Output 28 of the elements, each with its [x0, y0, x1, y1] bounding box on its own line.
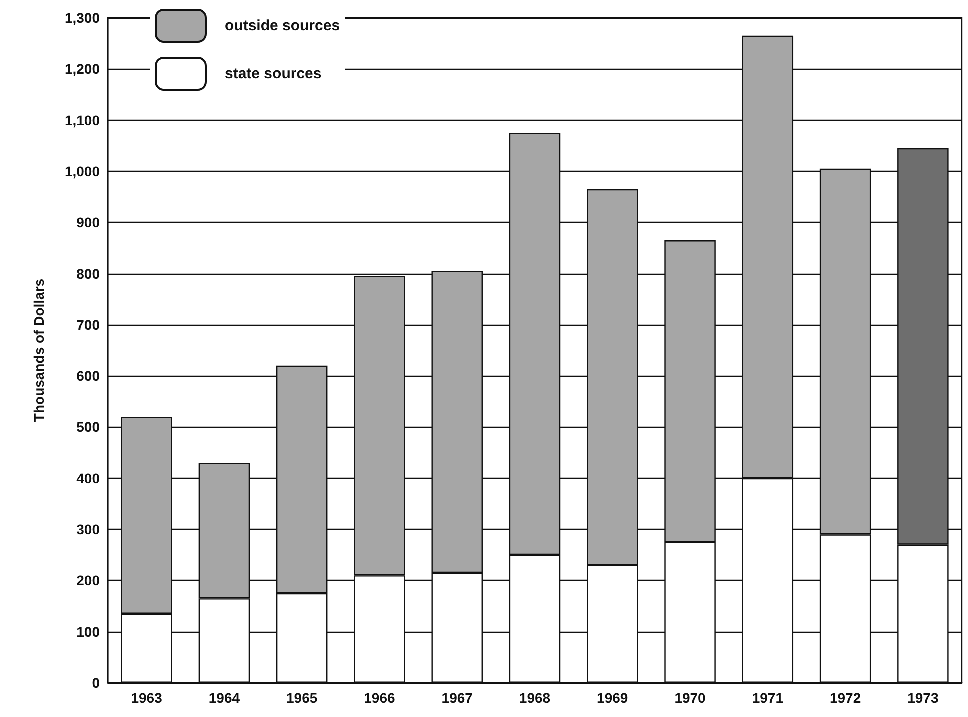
y-tick-label: 200: [76, 572, 100, 589]
x-tick-label: 1972: [830, 690, 862, 706]
y-tick-label: 1,200: [64, 61, 100, 78]
x-tick-label: 1964: [208, 690, 240, 706]
legend-label: outside sources: [225, 18, 340, 34]
x-tick-label: 1969: [597, 690, 628, 706]
y-tick-label: 600: [76, 368, 100, 384]
y-tick-label: 400: [76, 470, 100, 486]
x-tick-label: 1966: [364, 690, 396, 706]
x-tick-label: 1963: [131, 690, 163, 706]
y-tick-label: 500: [76, 419, 100, 436]
y-tick-label: 0: [92, 675, 100, 691]
y-tick-label: 1,100: [64, 112, 100, 128]
y-tick-label: 1,300: [64, 10, 100, 26]
x-tick-label: 1965: [286, 690, 318, 706]
x-tick-label: 1967: [442, 690, 474, 706]
y-tick-label: 1,000: [64, 163, 100, 180]
y-tick-label: 300: [76, 522, 100, 538]
x-tick-label: 1973: [908, 690, 939, 706]
y-tick-label: 900: [76, 214, 100, 231]
x-tick-label: 1971: [752, 690, 784, 706]
y-tick-label: 800: [76, 266, 100, 282]
y-tick-label: 700: [76, 316, 100, 333]
y-axis-title: Thousands of Dollars: [31, 278, 47, 422]
y-tick-label: 100: [76, 624, 100, 640]
legend-label: state sources: [225, 66, 322, 82]
x-tick-label: 1968: [519, 690, 551, 706]
x-tick-label: 1970: [674, 690, 706, 706]
